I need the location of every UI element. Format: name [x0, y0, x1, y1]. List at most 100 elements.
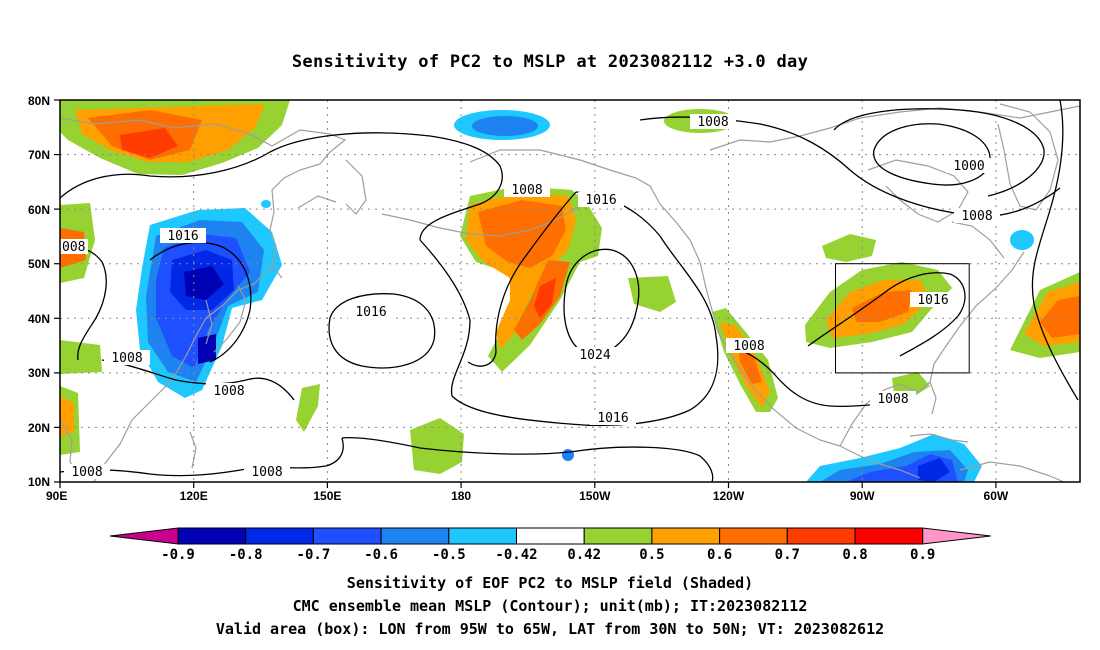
- colorbar-box: [583, 527, 653, 545]
- svg-text:1008: 1008: [71, 465, 102, 480]
- coast-cuba: [909, 433, 969, 443]
- contour-label: 1008: [954, 208, 1000, 224]
- contour-labels: 1016 008 1008 1008 1008 1008 1016 1008 1…: [60, 115, 1000, 480]
- shade-negative-small-1: [261, 200, 271, 208]
- contour-1024: [563, 248, 640, 355]
- contour-1008-east-asia-coast: [149, 241, 252, 363]
- svg-text:1016: 1016: [167, 229, 198, 244]
- coast-kamchatka: [345, 159, 367, 215]
- colorbar-label: 0.8: [842, 547, 867, 563]
- caption-line-2: CMC ensemble mean MSLP (Contour); unit(m…: [293, 597, 808, 615]
- contour-label: 1016: [578, 192, 624, 208]
- colorbar-label: 0.5: [639, 547, 664, 563]
- colorbar-box: [719, 527, 788, 545]
- sensitivity-shading: [60, 100, 1080, 482]
- coast-east-asia: [93, 265, 273, 482]
- coast-south-america: [959, 461, 1065, 482]
- contour-label: 1016: [590, 410, 636, 426]
- caption-line-3: Valid area (box): LON from 95W to 65W, L…: [216, 620, 884, 638]
- coast-hudson: [867, 159, 969, 223]
- svg-text:1008: 1008: [877, 392, 908, 407]
- shade-positive-hawaii: [410, 418, 464, 474]
- contour-label: 1008: [726, 338, 772, 354]
- svg-text:1024: 1024: [579, 348, 610, 363]
- colorbar-box: [312, 527, 382, 545]
- contour-label: 008: [60, 239, 88, 255]
- shade-negative-small-3: [1010, 230, 1034, 250]
- coast-asia-arctic: [60, 117, 287, 147]
- colorbar-label: -0.5: [432, 547, 466, 563]
- shade-positive-west-3-orange: [60, 396, 74, 436]
- contour-label: 1008: [504, 182, 550, 198]
- svg-text:1008: 1008: [961, 209, 992, 224]
- colorbar-max-triangle: [922, 527, 991, 545]
- shade-positive-pacific-core: [478, 200, 566, 268]
- colorbar-label: 0.7: [775, 547, 800, 563]
- shade-positive-pacific-peak: [534, 278, 556, 318]
- lon-label: 150W: [579, 489, 611, 503]
- lon-label: 150E: [313, 489, 341, 503]
- svg-text:1000: 1000: [953, 159, 984, 174]
- lon-label: 90W: [850, 489, 875, 503]
- shade-positive-west-2: [60, 340, 102, 374]
- contour-label: 1016: [160, 228, 206, 244]
- svg-text:1016: 1016: [585, 193, 616, 208]
- map-plot-area: 1016 008 1008 1008 1008 1008 1016 1008 1…: [60, 100, 1080, 482]
- contour-1016-asia: [60, 132, 503, 241]
- lon-label: 90E: [46, 489, 67, 503]
- contour-label: 1008: [870, 391, 916, 407]
- contour-1016-pacific-west: [328, 293, 436, 369]
- contour-label: 1008: [244, 464, 290, 480]
- contour-label: 1008: [206, 383, 252, 399]
- colorbar-label: -0.6: [364, 547, 398, 563]
- colorbar-label: -0.42: [495, 547, 537, 563]
- lat-label: 40N: [28, 312, 50, 326]
- shade-negative-small-2: [562, 449, 574, 461]
- colorbar-box: [854, 527, 924, 545]
- contour-label: 1008: [104, 350, 150, 366]
- contour-1008-south: [60, 437, 344, 477]
- contour-1008-arctic-inner: [833, 108, 1045, 197]
- shade-positive-midpacific-low: [296, 384, 320, 432]
- svg-text:1016: 1016: [917, 293, 948, 308]
- shade-positive-siberia-peak: [120, 128, 178, 158]
- colorbar-label: 0.6: [707, 547, 732, 563]
- lat-label: 80N: [28, 94, 50, 108]
- colorbar-box: [380, 527, 450, 545]
- coast-japan: [213, 285, 247, 353]
- lon-label: 180: [451, 489, 471, 503]
- colorbar-box: [786, 527, 856, 545]
- lon-label: 120E: [180, 489, 208, 503]
- colorbar-label: -0.8: [229, 547, 263, 563]
- svg-text:008: 008: [62, 240, 85, 255]
- shade-positive-atlantic-core: [1040, 296, 1080, 338]
- lat-label: 30N: [28, 366, 50, 380]
- contour-1008-east-asia: [101, 359, 295, 401]
- lat-label: 20N: [28, 421, 50, 435]
- colorbar-box: [448, 527, 517, 545]
- contour-label: 1000: [946, 158, 992, 174]
- shade-positive-baja-core: [738, 344, 762, 384]
- coast-nw-america: [659, 203, 841, 447]
- svg-text:1008: 1008: [697, 115, 728, 130]
- colorbar-label: -0.7: [297, 547, 331, 563]
- svg-text:1008: 1008: [111, 351, 142, 366]
- contour-label: 1016: [910, 292, 956, 308]
- lat-label: 60N: [28, 203, 50, 217]
- valid-area-box: [835, 263, 970, 374]
- colorbar: -0.9 -0.8 -0.7 -0.6 -0.5 -0.42 0.42 0.5 0.6 0.7 0.…: [109, 527, 991, 563]
- map-grid: [60, 100, 1080, 482]
- contour-label: 1008: [64, 464, 110, 480]
- svg-text:1016: 1016: [355, 305, 386, 320]
- svg-text:1008: 1008: [213, 384, 244, 399]
- colorbar-box: [651, 527, 721, 545]
- lon-label: 120W: [713, 489, 745, 503]
- contour-1008-pacific-south: [341, 436, 714, 482]
- coast-florida: [929, 381, 937, 415]
- contour-label: 1024: [572, 347, 618, 363]
- svg-text:1008: 1008: [511, 183, 542, 198]
- longitude-labels: 90E 120E 150E 180 150W 120W 90W 60W: [46, 489, 1009, 503]
- shade-negative-east-asia-5: [184, 266, 224, 300]
- colorbar-box: [177, 527, 247, 545]
